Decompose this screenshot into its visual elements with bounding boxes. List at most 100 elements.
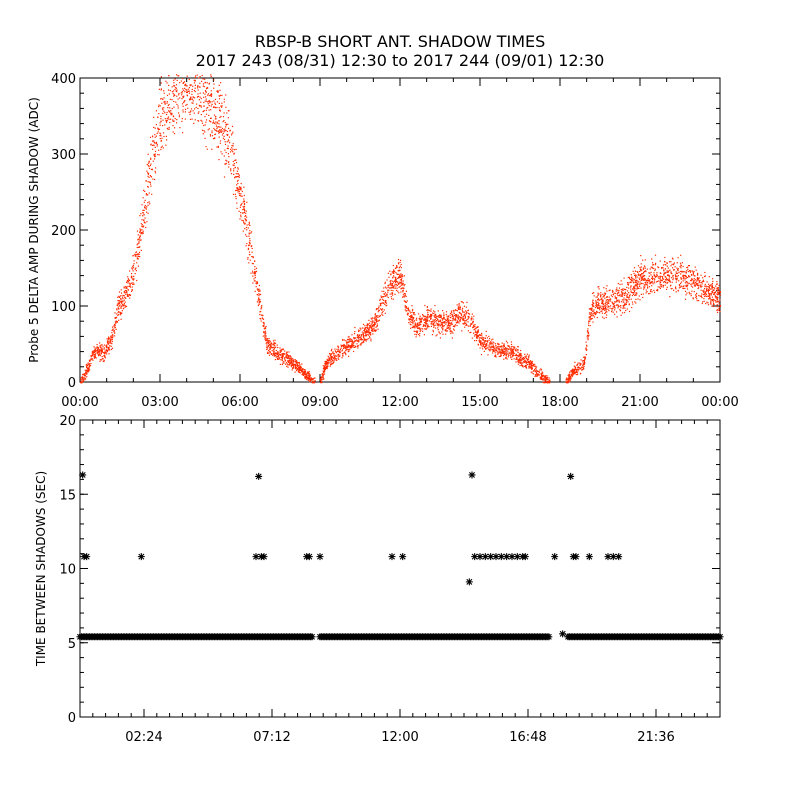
top-data-point <box>445 311 448 313</box>
top-data-point <box>698 294 700 297</box>
top-data-point <box>365 327 367 329</box>
top-data-point <box>312 381 314 383</box>
top-data-point <box>442 318 444 320</box>
top-data-point <box>285 362 288 364</box>
top-data-point <box>591 292 594 294</box>
top-data-point <box>88 367 90 369</box>
top-data-point <box>154 142 156 144</box>
top-data-point <box>461 330 463 332</box>
top-data-point <box>139 237 141 239</box>
top-data-point <box>188 111 190 113</box>
top-data-point <box>202 78 204 80</box>
top-data-point <box>648 293 650 295</box>
top-data-point <box>590 308 592 310</box>
top-data-point <box>375 318 378 321</box>
top-data-point <box>640 283 642 285</box>
top-data-point <box>229 130 231 132</box>
top-data-point <box>526 353 528 355</box>
top-data-point <box>612 290 614 292</box>
top-data-point <box>476 337 478 339</box>
top-data-point <box>182 132 184 134</box>
top-data-point <box>176 89 178 91</box>
top-data-point <box>489 349 491 352</box>
top-data-point <box>209 134 211 136</box>
top-data-point <box>648 275 650 277</box>
top-data-point <box>351 343 353 345</box>
top-data-point <box>598 293 600 295</box>
top-data-point <box>534 363 536 365</box>
top-data-point <box>323 371 325 373</box>
top-data-point <box>465 306 467 308</box>
top-data-point <box>531 372 533 374</box>
top-data-point <box>264 330 267 332</box>
top-data-point <box>322 370 324 372</box>
top-data-point <box>300 366 302 368</box>
top-data-point <box>92 359 94 361</box>
top-data-point <box>119 312 121 314</box>
top-data-point <box>100 353 102 355</box>
top-data-point <box>670 272 672 274</box>
top-data-point <box>327 365 329 368</box>
top-data-point <box>391 287 393 289</box>
top-data-point <box>462 315 465 317</box>
top-data-point <box>587 337 589 339</box>
top-data-point <box>476 334 478 336</box>
top-data-point <box>251 262 253 265</box>
top-data-point <box>251 251 253 253</box>
top-data-point <box>642 296 644 299</box>
top-data-point <box>484 337 486 339</box>
top-data-point <box>648 286 651 288</box>
top-data-point <box>437 318 439 320</box>
top-data-point <box>120 289 122 291</box>
top-data-point <box>407 312 409 314</box>
top-data-point <box>710 294 712 296</box>
top-data-point <box>524 353 526 355</box>
top-data-point <box>303 371 305 373</box>
top-data-point <box>488 346 490 348</box>
top-data-point <box>162 112 164 114</box>
top-data-point <box>431 320 433 323</box>
top-data-point <box>710 284 712 286</box>
top-data-point <box>121 305 123 307</box>
top-data-point <box>706 295 708 298</box>
top-data-point <box>602 302 604 304</box>
top-data-point <box>342 339 344 341</box>
top-data-point <box>413 312 415 314</box>
top-data-point <box>531 365 533 368</box>
top-data-point <box>314 380 316 382</box>
top-data-point <box>708 276 710 278</box>
top-data-point <box>358 329 360 331</box>
top-data-point <box>109 337 111 339</box>
top-data-point <box>245 220 247 222</box>
top-data-point <box>386 304 388 306</box>
top-data-point <box>411 310 414 312</box>
top-data-point <box>665 277 668 279</box>
top-data-point <box>534 374 536 376</box>
top-data-point <box>233 152 235 154</box>
top-data-point <box>596 305 598 307</box>
top-data-point <box>337 356 339 358</box>
top-data-point <box>474 340 476 342</box>
top-data-point <box>463 323 465 325</box>
top-data-point <box>231 133 233 135</box>
top-data-point <box>586 349 588 351</box>
top-data-point <box>155 110 157 112</box>
top-data-point <box>660 280 662 282</box>
top-data-point <box>277 351 279 353</box>
top-data-point <box>667 279 669 281</box>
top-data-point <box>716 298 719 300</box>
top-data-point <box>682 271 684 273</box>
top-data-point <box>359 334 361 336</box>
top-data-point <box>536 375 538 377</box>
top-data-point <box>337 345 339 347</box>
top-data-point <box>223 129 225 131</box>
top-data-point <box>513 347 515 349</box>
top-data-point <box>351 344 353 346</box>
top-data-point <box>480 340 482 342</box>
top-data-point <box>421 317 424 319</box>
top-data-point <box>141 225 143 227</box>
top-data-point <box>198 86 200 88</box>
top-data-point <box>123 295 125 297</box>
top-data-point <box>134 268 136 270</box>
top-data-point <box>184 81 186 83</box>
